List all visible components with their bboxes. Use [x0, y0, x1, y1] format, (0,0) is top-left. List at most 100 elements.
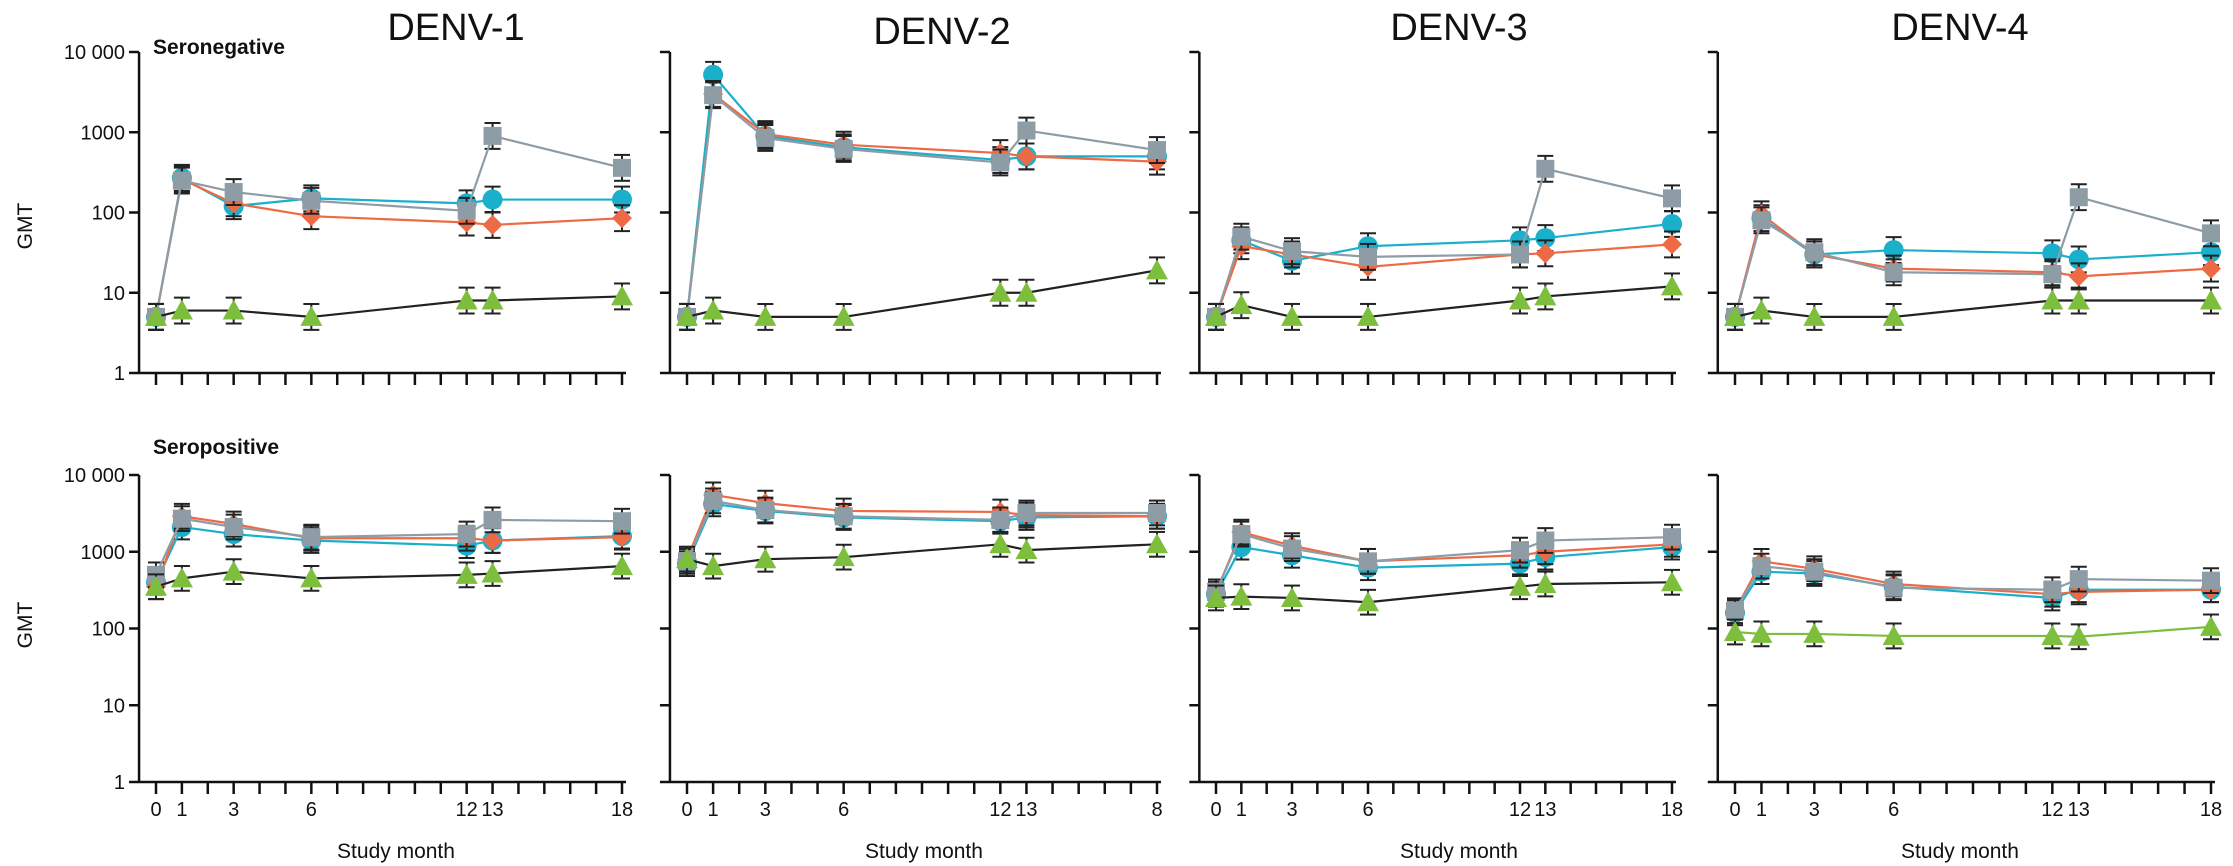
- x-tick-label: 13: [2068, 799, 2090, 821]
- data-point: [1509, 575, 1531, 596]
- series-triangle: [1205, 272, 1683, 331]
- data-point: [2200, 289, 2222, 310]
- data-point: [1662, 234, 1682, 255]
- data-point: [455, 289, 478, 310]
- panel-title-denv-4: DENV-4: [1891, 7, 2028, 49]
- y-axis-label-top: GMT: [14, 203, 37, 250]
- data-point: [170, 299, 193, 320]
- series-triangle: [1205, 568, 1683, 616]
- data-point: [224, 518, 243, 537]
- x-tick-label: 12: [456, 799, 478, 821]
- panel-title-denv-3: DENV-3: [1390, 7, 1527, 49]
- x-tick-label: 6: [1362, 799, 1373, 821]
- data-point: [1661, 571, 1683, 592]
- data-point: [1205, 586, 1227, 607]
- x-tick-label: 18: [611, 799, 633, 821]
- data-point: [2043, 580, 2062, 599]
- data-point: [1509, 289, 1531, 310]
- data-point: [1534, 285, 1557, 306]
- data-point: [1017, 503, 1036, 522]
- data-point: [301, 206, 322, 227]
- data-point: [1283, 539, 1301, 558]
- data-point: [2043, 265, 2062, 284]
- data-point: [704, 86, 723, 105]
- y-tick-label: 1000: [81, 122, 126, 144]
- data-point: [1148, 141, 1166, 160]
- data-point: [1882, 624, 1905, 645]
- x-tick-label: 3: [1286, 799, 1297, 821]
- x-tick-label: 8: [1151, 799, 1162, 821]
- series-square: [147, 505, 631, 589]
- x-tick-label: 6: [306, 799, 317, 821]
- data-point: [1534, 573, 1557, 594]
- column-titles: DENV-1 DENV-2 DENV-3 DENV-4: [387, 7, 2028, 53]
- data-point: [1750, 299, 1773, 320]
- x-axis-label-denv-1: Study month: [337, 840, 455, 863]
- y-tick-label: 10 000: [64, 465, 125, 487]
- data-point: [170, 567, 193, 588]
- series-circle: [146, 513, 632, 596]
- x-tick-label: 12: [989, 799, 1011, 821]
- data-point: [613, 512, 631, 531]
- data-point: [676, 305, 698, 326]
- x-tick-label: 12: [2041, 799, 2063, 821]
- data-point: [1232, 227, 1251, 246]
- data-point: [145, 575, 167, 596]
- data-point: [1535, 243, 1556, 264]
- y-tick-label: 100: [92, 203, 125, 225]
- data-point: [1536, 531, 1555, 550]
- data-point: [834, 139, 853, 158]
- data-point: [455, 563, 478, 584]
- data-point: [222, 299, 245, 320]
- series-triangle: [145, 552, 633, 601]
- series-triangle: [676, 256, 1168, 331]
- y-tick-label: 10: [103, 283, 125, 305]
- data-point: [612, 208, 632, 229]
- y-tick-label: 1: [114, 772, 125, 794]
- data-point: [1663, 528, 1681, 547]
- data-point: [754, 548, 777, 569]
- data-point: [611, 555, 633, 576]
- data-point: [2041, 289, 2064, 310]
- panel-r1-c2: 0 1 3 6 12 13 18: [1189, 473, 1683, 821]
- x-axis-label-denv-4: Study month: [1901, 840, 2019, 863]
- series-square: [147, 121, 631, 331]
- data-point: [1726, 601, 1744, 620]
- data-point: [1230, 294, 1253, 315]
- series-square: [1207, 520, 1681, 606]
- data-point: [1663, 189, 1681, 208]
- y-tick-label: 10: [103, 695, 125, 717]
- x-tick-label: 0: [681, 799, 692, 821]
- x-tick-label: 1: [176, 799, 187, 821]
- data-point: [1146, 259, 1168, 280]
- data-point: [612, 527, 632, 548]
- data-point: [483, 510, 502, 529]
- data-point: [1662, 213, 1682, 234]
- x-tick-label: 0: [1729, 799, 1740, 821]
- data-point: [702, 299, 725, 320]
- data-point: [2041, 624, 2064, 645]
- data-point: [756, 500, 775, 519]
- group-label-seronegative: Seronegative: [153, 36, 285, 59]
- group-label-seropositive: Seropositive: [153, 436, 279, 459]
- x-tick-label: 13: [1534, 799, 1556, 821]
- data-point: [172, 509, 191, 528]
- x-tick-label: 1: [708, 799, 719, 821]
- data-point: [172, 171, 191, 190]
- data-point: [991, 153, 1010, 172]
- data-point: [302, 528, 321, 547]
- data-point: [1281, 586, 1303, 607]
- data-point: [834, 507, 853, 526]
- data-point: [481, 289, 504, 310]
- data-point: [832, 546, 855, 567]
- y-tick-label: 1000: [81, 542, 126, 564]
- x-tick-label: 6: [1888, 799, 1899, 821]
- series-triangle: [1724, 286, 2222, 331]
- series-diamond: [146, 502, 632, 601]
- data-point: [1205, 305, 1227, 326]
- data-point: [1357, 591, 1379, 612]
- data-point: [1511, 541, 1529, 560]
- panel-r0-c3: [1707, 50, 2222, 385]
